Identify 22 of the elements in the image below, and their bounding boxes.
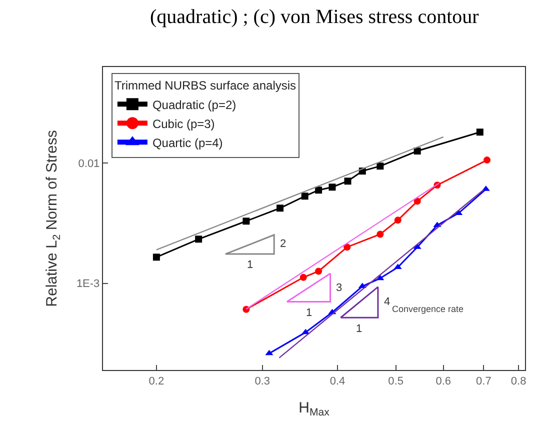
annotation: 3 <box>336 282 342 294</box>
annotation: Convergence rate <box>392 304 464 314</box>
x-tick-label: 0.6 <box>436 375 452 388</box>
text: (quadratic) ; (c) von Mises stress contour <box>150 6 480 28</box>
legend-title: Trimmed NURBS surface analysis <box>114 78 296 93</box>
y-tick-label: 0.01 <box>78 158 100 170</box>
annotation: 1 <box>247 259 254 271</box>
annotation: 2 <box>280 238 286 250</box>
annotation: 1 <box>356 323 362 335</box>
x-axis-title: H$_{Max}$ <box>298 399 330 418</box>
x-tick-label: 0.8 <box>510 375 526 388</box>
x-tick-label: 0.5 <box>388 375 404 388</box>
x-tick-label: 0.4 <box>330 375 346 388</box>
y-tick-label: 1E-3 <box>76 278 100 290</box>
annotation: 1 <box>306 307 312 319</box>
annotation: 4 <box>384 296 390 308</box>
legend-label: Cubic (p=3) <box>152 116 215 131</box>
x-tick-label: 0.2 <box>148 375 164 388</box>
legend-label: Quartic (p=4) <box>152 136 223 150</box>
legend-label: Quadratic (p=2) <box>152 98 236 112</box>
x-tick-label: 0.3 <box>254 375 270 388</box>
x-tick-label: 0.7 <box>476 375 492 388</box>
